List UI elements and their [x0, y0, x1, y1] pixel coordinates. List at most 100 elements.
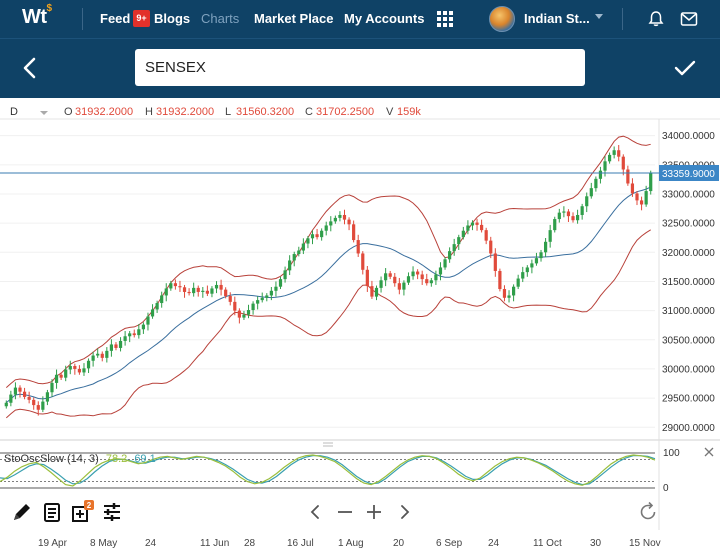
date-tick-label: 16 Jul — [287, 538, 314, 549]
price-tick-label: 30000.0000 — [662, 364, 715, 375]
candle-body — [342, 214, 347, 220]
candle-body — [201, 290, 205, 292]
date-tick-label: 15 Nov — [629, 538, 661, 549]
date-tick-label: 11 Jun — [200, 538, 230, 549]
low-label: L — [225, 106, 232, 118]
candle-body — [214, 284, 219, 289]
nav-feed[interactable]: Feed — [100, 11, 131, 26]
reset-icon[interactable] — [636, 500, 660, 524]
candle-body — [105, 350, 109, 358]
avatar[interactable] — [489, 6, 515, 32]
close-indicator-icon[interactable] — [704, 447, 714, 457]
scroll-left-icon[interactable] — [304, 500, 328, 524]
candle-body — [617, 150, 621, 157]
close-value: 31702.2500 — [316, 106, 375, 118]
search-bar-row — [0, 38, 720, 98]
top-navigation-bar: Wt$ Feed 9+ Blogs Charts Market Place My… — [0, 0, 720, 38]
candle-body — [210, 288, 214, 294]
candle-body — [141, 324, 145, 330]
nav-my-accounts[interactable]: My Accounts — [344, 11, 425, 26]
candle-body — [370, 286, 374, 297]
mail-icon[interactable] — [680, 11, 698, 27]
high-value: 31932.2000 — [156, 106, 215, 118]
zoom-in-icon[interactable] — [362, 500, 386, 524]
back-arrow-icon[interactable] — [18, 55, 42, 81]
icon-divider — [622, 8, 623, 30]
date-tick-label: 11 Oct — [533, 538, 562, 549]
notepad-icon[interactable] — [40, 500, 64, 524]
candle-body — [77, 368, 82, 373]
nav-market-place[interactable]: Market Place — [254, 11, 334, 26]
date-tick-label: 30 — [590, 538, 602, 549]
candle-body — [402, 282, 406, 290]
candle-body — [260, 297, 264, 301]
indicator-legend[interactable]: StoOscSlow (14, 3) 78.2 69.1 — [4, 453, 160, 465]
price-tick-label: 30500.0000 — [662, 335, 715, 346]
candle-body — [219, 284, 223, 290]
candle-body — [27, 396, 31, 400]
candle-body — [457, 237, 461, 245]
candle-body — [36, 405, 40, 410]
candle-body — [50, 382, 54, 393]
candle-body — [269, 290, 273, 296]
candle-body — [484, 230, 488, 241]
candle-body — [512, 286, 516, 296]
candle-body — [288, 260, 292, 271]
chart-toolbar: 2 — [0, 500, 720, 526]
candle-body — [41, 401, 45, 410]
stoch-d-line — [0, 455, 656, 486]
candle-body — [256, 300, 260, 304]
candle-body — [475, 222, 479, 225]
scroll-right-icon[interactable] — [392, 500, 416, 524]
date-tick-label: 1 Aug — [338, 538, 364, 549]
period-selector[interactable]: D — [10, 106, 18, 118]
candle-body — [379, 280, 383, 288]
candle-body — [324, 225, 328, 231]
check-icon[interactable] — [672, 56, 698, 80]
candle-body — [146, 316, 150, 325]
volume-label: V — [386, 106, 394, 118]
date-tick-label: 28 — [244, 538, 256, 549]
pencil-icon[interactable] — [10, 500, 34, 524]
candle-body — [310, 234, 315, 239]
nav-charts[interactable]: Charts — [201, 11, 240, 26]
candle-body — [73, 366, 77, 369]
candle-body — [534, 258, 539, 264]
price-tick-label: 33000.0000 — [662, 189, 715, 200]
candle-body — [82, 368, 86, 373]
price-tick-label: 31500.0000 — [662, 277, 715, 288]
open-value: 31932.2000 — [75, 106, 134, 118]
wt-logo[interactable]: Wt$ — [22, 3, 52, 28]
candle-body — [521, 272, 525, 279]
chevron-down-icon[interactable] — [595, 14, 603, 19]
candle-body — [575, 214, 580, 221]
candle-body — [393, 276, 397, 284]
date-tick-label: 20 — [393, 538, 405, 549]
settings-sliders-icon[interactable] — [100, 500, 124, 524]
zoom-out-icon[interactable] — [333, 500, 357, 524]
candle-body — [388, 273, 392, 277]
candle-body — [320, 230, 324, 238]
period-chevron-icon[interactable] — [40, 111, 48, 115]
current-price-badge — [659, 164, 719, 181]
tool-badge: 2 — [87, 501, 92, 510]
candle-body — [644, 191, 648, 205]
candle-body — [45, 392, 50, 402]
nav-blogs[interactable]: Blogs — [154, 11, 191, 26]
account-name[interactable]: Indian St... — [524, 11, 590, 26]
bell-icon[interactable] — [647, 10, 665, 28]
candle-body — [539, 252, 543, 259]
add-indicator-icon[interactable]: 2 — [70, 500, 94, 524]
candle-body — [461, 230, 465, 238]
candle-body — [443, 259, 447, 268]
candle-body — [169, 283, 173, 289]
candle-body — [91, 355, 95, 361]
candle-body — [224, 289, 228, 297]
symbol-search-input[interactable] — [135, 49, 585, 86]
apps-grid-icon[interactable] — [437, 11, 453, 27]
candle-body — [562, 211, 566, 213]
candle-body — [530, 263, 534, 268]
candle-body — [32, 399, 36, 406]
date-tick-label: 24 — [488, 538, 500, 549]
